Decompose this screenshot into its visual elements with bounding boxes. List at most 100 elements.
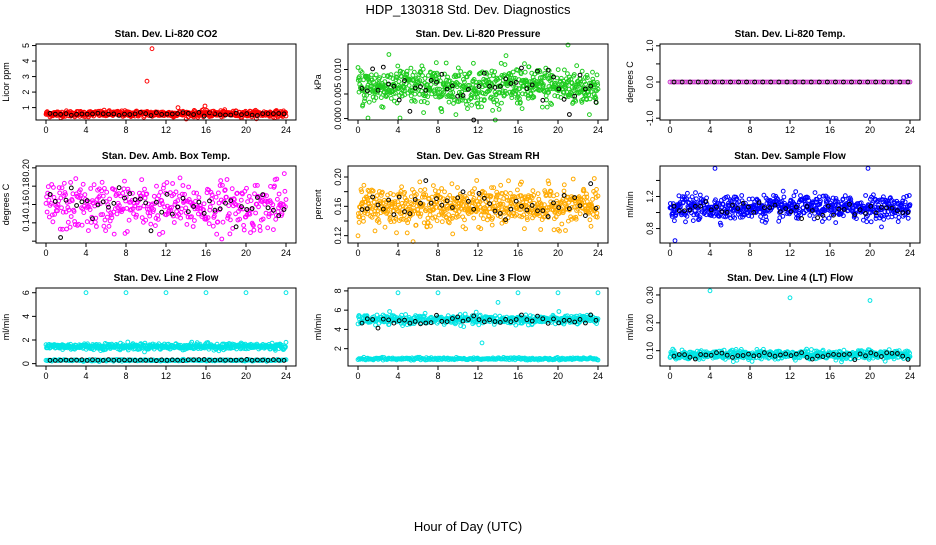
data-point [472, 61, 476, 65]
data-point [379, 96, 383, 100]
hourly-mean-point [397, 98, 401, 102]
x-tick-label: 4 [83, 125, 88, 135]
data-point [356, 234, 360, 238]
data-point [591, 198, 595, 202]
data-point [108, 197, 112, 201]
data-point [673, 219, 677, 223]
data-point [388, 310, 392, 314]
x-tick-label: 8 [123, 248, 128, 258]
data-point [463, 312, 467, 316]
x-tick-label: 24 [281, 371, 291, 381]
data-point [178, 176, 182, 180]
hourly-mean-point [568, 113, 572, 117]
data-point [686, 191, 690, 195]
data-point [172, 221, 176, 225]
x-tick-label: 24 [593, 125, 603, 135]
data-point [552, 228, 556, 232]
data-point [272, 228, 276, 232]
data-point [215, 232, 219, 236]
x-tick-label: 0 [355, 125, 360, 135]
data-point [207, 222, 211, 226]
data-point [413, 92, 417, 96]
data-point [409, 94, 413, 98]
data-point [81, 182, 85, 186]
hourly-mean-point [424, 179, 428, 183]
data-point [896, 220, 900, 224]
data-point [254, 211, 258, 215]
y-tick-label: 3 [21, 74, 31, 79]
data-point [405, 231, 409, 235]
data-point [477, 323, 481, 327]
data-point [242, 224, 246, 228]
y-tick-label: 0.16 [333, 198, 343, 216]
data-point [242, 228, 246, 232]
y-tick-label: 0 [21, 361, 31, 366]
x-tick-label: 20 [865, 248, 875, 258]
y-tick-label: -1.0 [645, 110, 655, 126]
data-point [578, 212, 582, 216]
x-tick-label: 0 [43, 125, 48, 135]
data-point [864, 194, 868, 198]
panel-title: Stan. Dev. Amb. Box Temp. [102, 151, 230, 162]
x-tick-label: 0 [667, 248, 672, 258]
data-point [89, 187, 93, 191]
hourly-mean-point [589, 182, 593, 186]
x-tick-label: 16 [201, 125, 211, 135]
data-point [500, 101, 504, 105]
data-point [82, 211, 86, 215]
data-point [45, 210, 49, 214]
data-point [794, 190, 798, 194]
outlier-point [866, 167, 870, 171]
data-point [423, 188, 427, 192]
data-point [52, 196, 56, 200]
panel-title: Stan. Dev. Li-820 CO2 [115, 29, 218, 40]
data-point [882, 218, 886, 222]
x-tick-label: 16 [825, 248, 835, 258]
data-point [808, 214, 812, 218]
data-point [432, 184, 436, 188]
panel-title: Stan. Dev. Li-820 Temp. [735, 29, 846, 40]
data-point [122, 187, 126, 191]
data-point [395, 231, 399, 235]
data-point [782, 195, 786, 199]
outlier-point [366, 116, 370, 120]
data-point [516, 188, 520, 192]
data-point [571, 177, 575, 181]
data-point [89, 221, 93, 225]
y-tick-label: 1.2 [645, 190, 655, 203]
hourly-mean-point [69, 186, 73, 190]
panel-title: Stan. Dev. Sample Flow [734, 151, 846, 162]
data-point [277, 192, 281, 196]
data-points [356, 291, 600, 362]
x-tick-label: 16 [513, 125, 523, 135]
data-point [564, 229, 568, 233]
data-point [545, 105, 549, 109]
data-point [266, 226, 270, 230]
data-point [219, 179, 223, 183]
data-point [422, 111, 426, 115]
x-tick-label: 20 [865, 125, 875, 135]
data-point [677, 194, 681, 198]
data-point [869, 220, 873, 224]
data-point [813, 191, 817, 195]
y-tick-label: 1 [21, 105, 31, 110]
x-tick-label: 4 [395, 248, 400, 258]
data-point [843, 194, 847, 198]
hourly-mean-point [266, 206, 270, 210]
y-tick-label: 2 [21, 337, 31, 342]
y-axis-label: percent [313, 189, 323, 220]
x-tick-label: 4 [707, 125, 712, 135]
x-tick-label: 12 [785, 125, 795, 135]
x-tick-label: 12 [161, 125, 171, 135]
x-tick-label: 24 [593, 248, 603, 258]
y-tick-label: 0.18 [21, 177, 31, 195]
data-point [107, 224, 111, 228]
data-point [491, 109, 495, 113]
y-axis-label: ml/min [1, 314, 11, 341]
x-tick-label: 24 [905, 125, 915, 135]
data-point [434, 61, 438, 65]
hourly-mean-point [371, 67, 375, 71]
